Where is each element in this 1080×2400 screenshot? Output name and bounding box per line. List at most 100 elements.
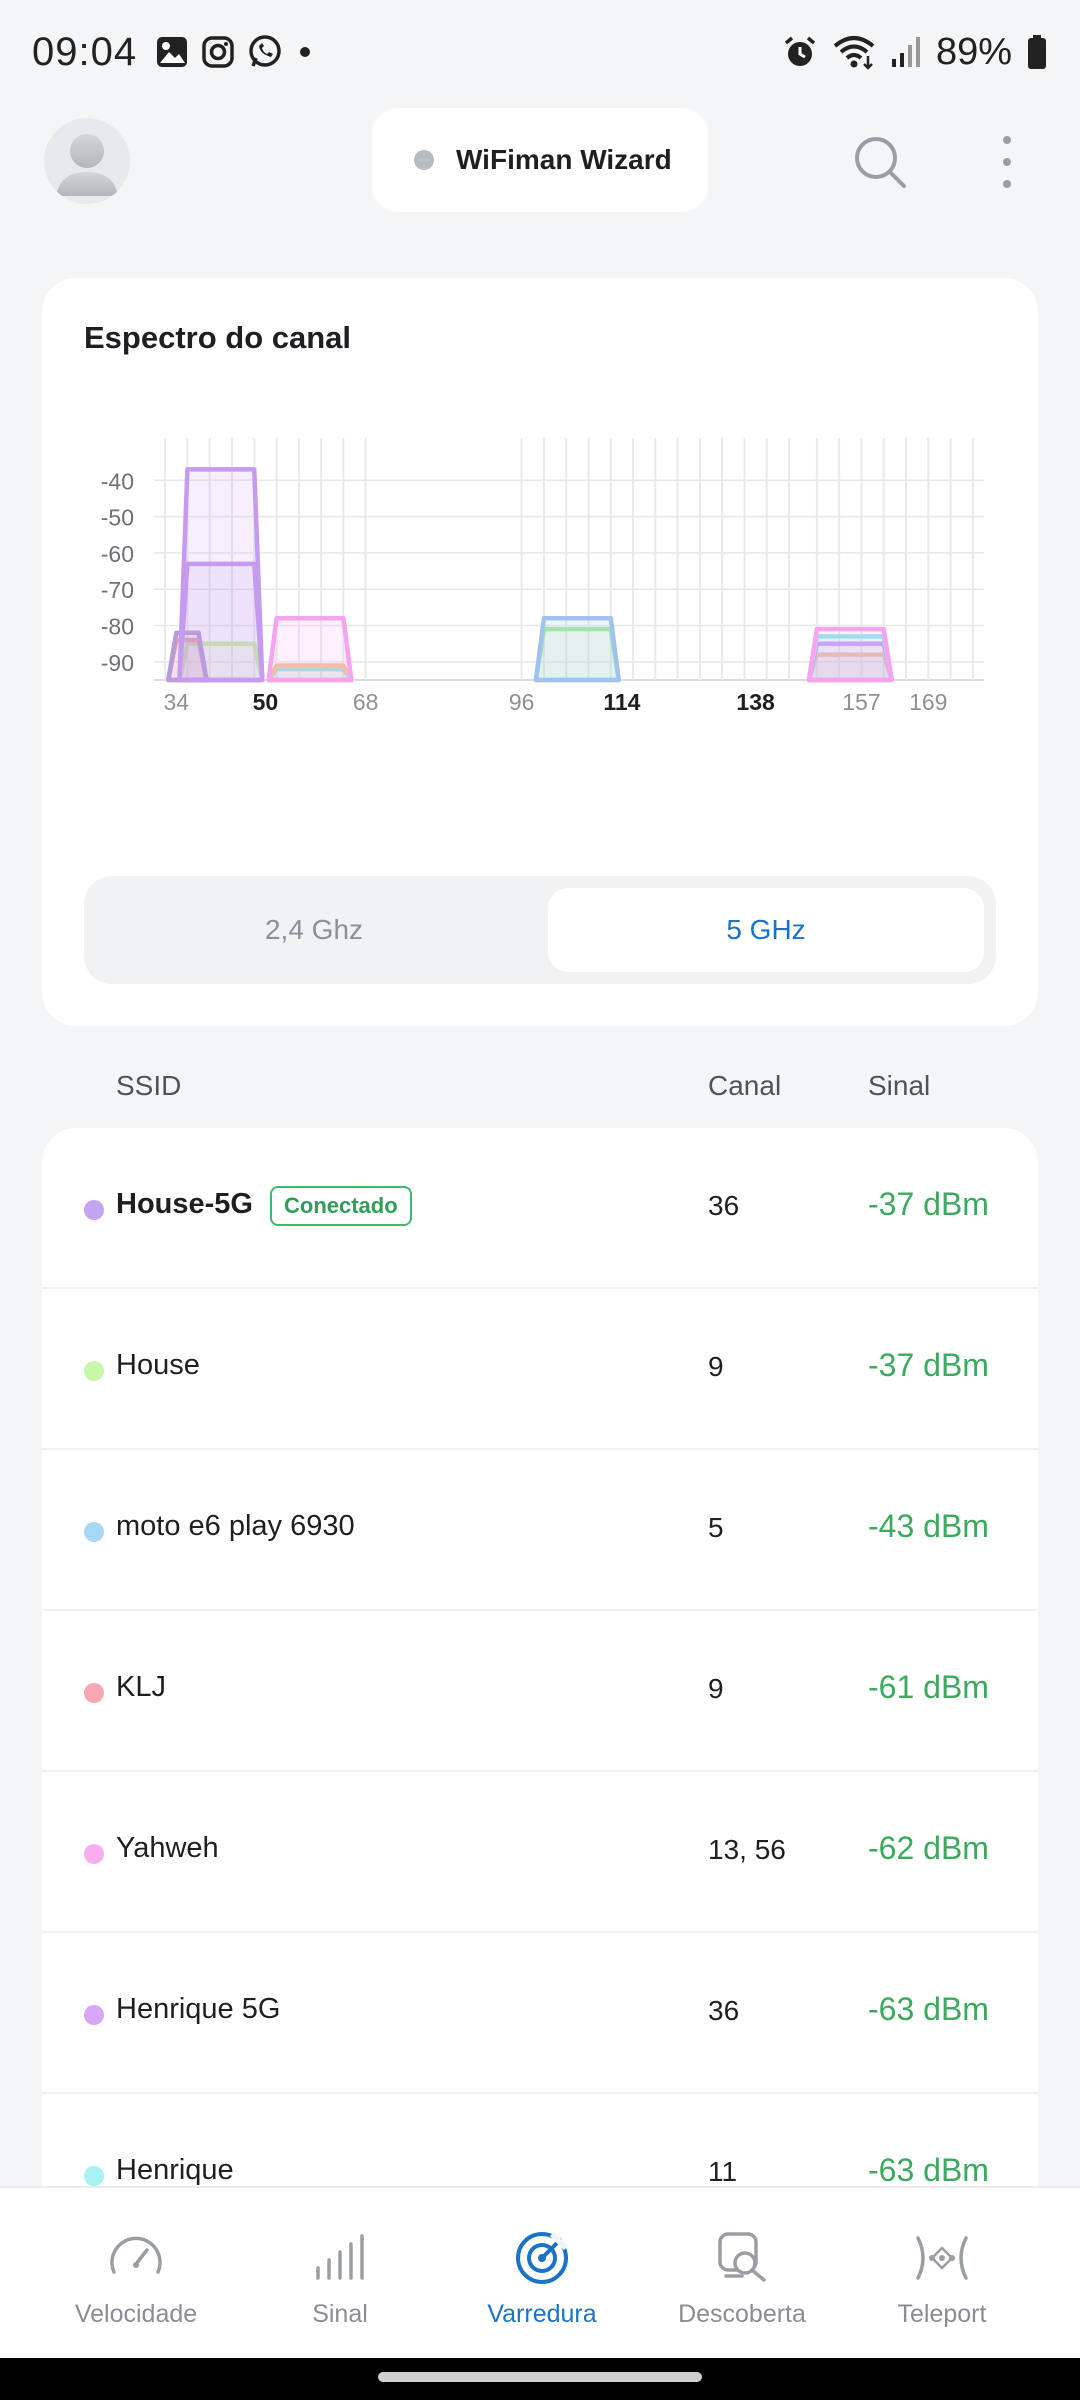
network-color-dot xyxy=(84,2005,104,2025)
cell-signal-icon xyxy=(890,35,922,69)
nav-sinal[interactable]: Sinal xyxy=(240,2188,440,2360)
x-tick-label: 157 xyxy=(842,689,880,715)
status-time: 09:04 xyxy=(32,29,138,74)
battery-percentage: 89% xyxy=(935,30,1012,73)
radar-icon xyxy=(507,2228,577,2288)
wifi-icon xyxy=(832,34,876,70)
network-color-dot xyxy=(84,1361,104,1381)
network-row[interactable]: Yahweh 13, 56 -62 dBm xyxy=(42,1772,1038,1933)
network-channel: 9 xyxy=(708,1673,724,1704)
network-color-dot xyxy=(84,1683,104,1703)
network-row[interactable]: Henrique 11 -63 dBm xyxy=(42,2094,1038,2228)
network-signal: -62 dBm xyxy=(868,1830,989,1866)
system-gesture-area xyxy=(0,2358,1080,2400)
spectrum-series-shape xyxy=(806,626,894,683)
more-vertical-icon xyxy=(1003,136,1011,188)
band-option-5ghz[interactable]: 5 GHz xyxy=(548,888,984,972)
column-ssid[interactable]: SSID xyxy=(116,1070,182,1101)
network-list-header: SSID Canal Sinal xyxy=(0,1062,1080,1112)
x-tick-label: 96 xyxy=(509,689,535,715)
column-sinal[interactable]: Sinal xyxy=(868,1070,931,1101)
x-tick-label: 114 xyxy=(603,689,640,715)
signal-bars-icon xyxy=(305,2228,375,2288)
teleport-icon xyxy=(907,2228,977,2288)
home-gesture-bar[interactable] xyxy=(378,2372,702,2382)
spectrum-series-shape xyxy=(177,467,265,683)
network-ssid: Henrique 5G xyxy=(116,1993,281,2025)
card-title: Espectro do canal xyxy=(84,320,352,355)
device-search-icon xyxy=(707,2228,777,2288)
nav-teleport[interactable]: Teleport xyxy=(842,2188,1042,2360)
nav-label: Teleport xyxy=(897,2300,987,2328)
bottom-navigation: Velocidade Sinal Varredura Descoberta Te… xyxy=(0,2186,1080,2358)
alarm-icon xyxy=(782,34,818,70)
dot-icon xyxy=(295,42,315,62)
network-row[interactable]: House-5G Conectado 36 -37 dBm xyxy=(42,1128,1038,1289)
y-tick-label: -80 xyxy=(101,614,134,640)
channel-spectrum-chart: -40 -50 -60 -70 -80 -90 34 50 68 96 114 138 157 169 xyxy=(101,438,984,715)
network-signal: -61 dBm xyxy=(868,1669,989,1705)
band-option-2-4ghz[interactable]: 2,4 Ghz xyxy=(264,914,364,945)
network-ssid: KLJ xyxy=(116,1671,166,1703)
x-tick-label: 169 xyxy=(909,689,947,715)
network-channel: 5 xyxy=(708,1512,724,1543)
more-options-button[interactable] xyxy=(990,132,1024,192)
network-ssid: House xyxy=(116,1349,200,1381)
whatsapp-icon xyxy=(247,34,283,70)
network-color-dot xyxy=(84,1844,104,1864)
column-canal[interactable]: Canal xyxy=(708,1070,782,1101)
y-tick-label: -60 xyxy=(101,541,134,567)
user-avatar-icon xyxy=(56,134,118,196)
network-ssid: Henrique xyxy=(116,2154,234,2186)
search-button[interactable] xyxy=(852,134,908,190)
nav-label: Velocidade xyxy=(74,2300,198,2328)
network-channel: 11 xyxy=(708,2156,738,2187)
network-ssid: House-5G xyxy=(116,1188,253,1220)
speedometer-icon xyxy=(101,2228,171,2288)
band-toggle: 2,4 Ghz 5 GHz xyxy=(84,876,996,984)
spectrum-series-shape xyxy=(266,616,354,683)
avatar[interactable] xyxy=(44,118,130,204)
network-signal: -37 dBm xyxy=(868,1347,989,1383)
nav-label: Varredura xyxy=(487,2300,597,2328)
instagram-icon xyxy=(201,35,235,69)
connected-badge: Conectado xyxy=(270,1186,412,1226)
channel-spectrum-card: Espectro do canal -40 -50 -60 -70 -80 -90 34 50… xyxy=(42,278,1038,1026)
network-row[interactable]: moto e6 play 6930 5 -43 dBm xyxy=(42,1450,1038,1611)
network-row[interactable]: Henrique 5G 36 -63 dBm xyxy=(42,1933,1038,2094)
network-channel: 9 xyxy=(708,1351,724,1382)
wifiman-wizard-button[interactable]: WiFiman Wizard xyxy=(372,108,708,212)
nav-velocidade[interactable]: Velocidade xyxy=(36,2188,236,2360)
battery-icon xyxy=(1026,34,1048,70)
network-signal: -63 dBm xyxy=(868,2152,989,2188)
app-header: WiFiman Wizard xyxy=(0,108,1080,218)
network-signal: -63 dBm xyxy=(868,1991,989,2027)
network-ssid: moto e6 play 6930 xyxy=(116,1510,355,1542)
wizard-label: WiFiman Wizard xyxy=(456,144,672,175)
network-row[interactable]: KLJ 9 -61 dBm xyxy=(42,1611,1038,1772)
gallery-icon xyxy=(155,35,189,69)
y-tick-label: -70 xyxy=(101,577,134,603)
y-tick-label: -50 xyxy=(101,505,134,531)
network-color-dot xyxy=(84,1522,104,1542)
network-channel: 36 xyxy=(708,1190,740,1221)
nav-label: Descoberta xyxy=(678,2300,806,2328)
nav-descoberta[interactable]: Descoberta xyxy=(642,2188,842,2360)
y-tick-label: -40 xyxy=(101,468,134,494)
network-channel: 36 xyxy=(708,1995,740,2026)
y-tick-label: -90 xyxy=(101,650,134,676)
network-ssid: Yahweh xyxy=(116,1832,219,1864)
search-icon xyxy=(855,137,906,188)
spectrum-series-shape xyxy=(533,616,622,683)
x-tick-label: 50 xyxy=(253,689,279,715)
network-color-dot xyxy=(84,2166,104,2186)
nav-label: Sinal xyxy=(312,2300,368,2328)
network-color-dot xyxy=(84,1200,104,1220)
network-row[interactable]: House 9 -37 dBm xyxy=(42,1289,1038,1450)
x-tick-label: 68 xyxy=(353,689,379,715)
network-list: House-5G Conectado 36 -37 dBm House 9 -3… xyxy=(42,1128,1038,2228)
network-signal: -37 dBm xyxy=(868,1186,989,1222)
x-tick-label: 138 xyxy=(736,689,775,715)
nav-varredura[interactable]: Varredura xyxy=(442,2188,642,2360)
wizard-status-dot xyxy=(414,150,434,170)
